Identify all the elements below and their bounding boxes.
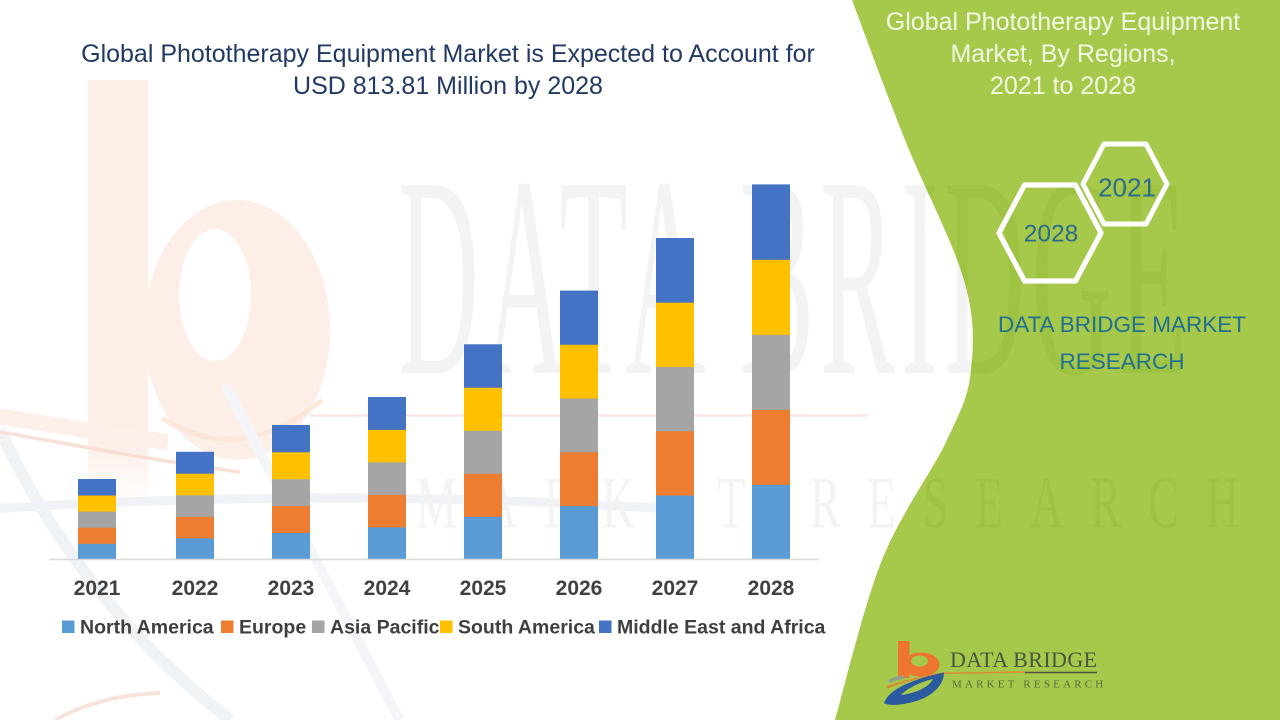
svg-text:MARKET RESEARCH: MARKET RESEARCH	[952, 679, 1106, 691]
svg-text:Market, By Regions,: Market, By Regions,	[950, 40, 1175, 68]
svg-text:Asia Pacific: Asia Pacific	[330, 617, 440, 639]
svg-text:2028: 2028	[748, 577, 795, 600]
svg-text:Global Phototherapy Equipment: Global Phototherapy Equipment Market is …	[81, 40, 815, 68]
svg-text:RESEARCH: RESEARCH	[1059, 349, 1184, 374]
svg-text:2024: 2024	[364, 577, 411, 600]
svg-text:Global Phototherapy Equipment: Global Phototherapy Equipment	[886, 8, 1240, 36]
svg-text:2028: 2028	[1024, 221, 1079, 248]
svg-text:DATA BRIDGE MARKET: DATA BRIDGE MARKET	[998, 312, 1246, 337]
svg-text:Europe: Europe	[239, 617, 306, 639]
svg-text:2022: 2022	[172, 577, 219, 600]
svg-text:2021: 2021	[74, 577, 121, 600]
svg-text:2023: 2023	[268, 577, 315, 600]
svg-text:DATA BRIDGE: DATA BRIDGE	[950, 647, 1097, 672]
svg-text:2027: 2027	[652, 577, 699, 600]
svg-text:2026: 2026	[556, 577, 603, 600]
svg-text:2021 to 2028: 2021 to 2028	[990, 72, 1136, 100]
svg-text:North America: North America	[80, 617, 214, 639]
svg-text:2021: 2021	[1098, 173, 1156, 203]
svg-text:USD 813.81 Million by 2028: USD 813.81 Million by 2028	[293, 72, 603, 100]
svg-text:Middle East and Africa: Middle East and Africa	[617, 617, 826, 639]
svg-text:2025: 2025	[460, 577, 507, 600]
svg-text:South America: South America	[458, 617, 595, 639]
